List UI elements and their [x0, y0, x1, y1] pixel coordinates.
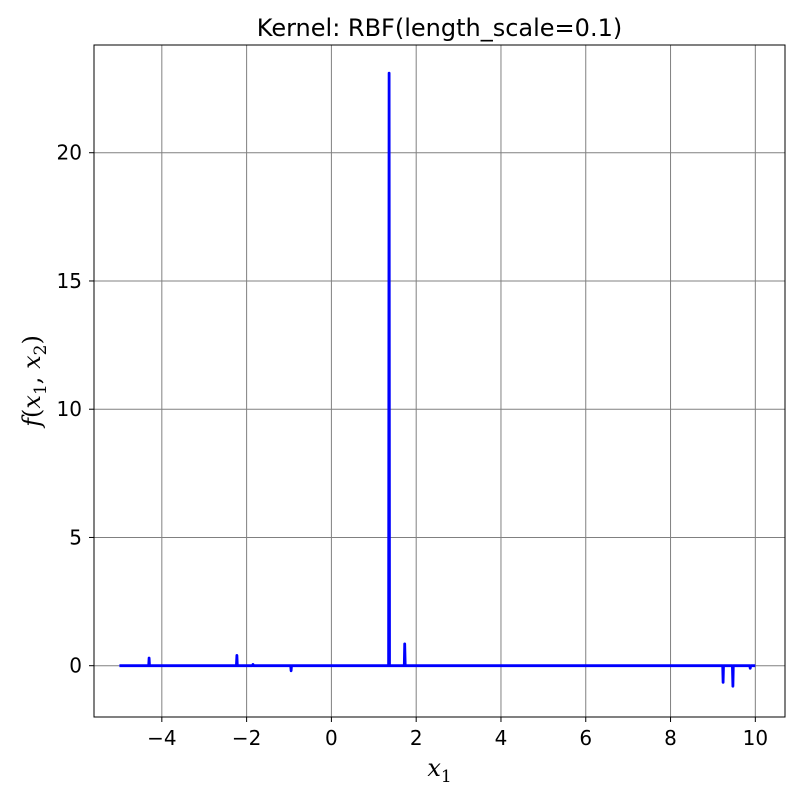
y-tick-label: 10	[57, 397, 82, 421]
y-axis-label: f(x1, x2)	[18, 335, 51, 429]
y-tick-label: 0	[69, 654, 82, 678]
x-tick-label: 10	[743, 726, 768, 750]
y-tick-label: 5	[69, 525, 82, 549]
x-tick-label: 6	[579, 726, 592, 750]
x-axis-label: x1	[427, 754, 451, 787]
y-tick-label: 15	[57, 269, 82, 293]
x-tick-label: −4	[147, 726, 176, 750]
x-tick-label: 8	[664, 726, 677, 750]
y-ticks: 0 5 10 15 20	[57, 141, 94, 678]
x-tick-label: 0	[325, 726, 338, 750]
series-line	[119, 71, 756, 688]
grid	[94, 45, 785, 717]
x-ticks: −4 −2 0 2 4 6 8 10	[147, 717, 768, 750]
x-tick-label: 2	[410, 726, 423, 750]
chart-title: Kernel: RBF(length_scale=0.1)	[257, 14, 622, 42]
series-layer	[119, 71, 756, 688]
x-tick-label: −2	[232, 726, 261, 750]
y-tick-label: 20	[57, 141, 82, 165]
x-tick-label: 4	[495, 726, 508, 750]
plot-frame	[93, 44, 786, 718]
